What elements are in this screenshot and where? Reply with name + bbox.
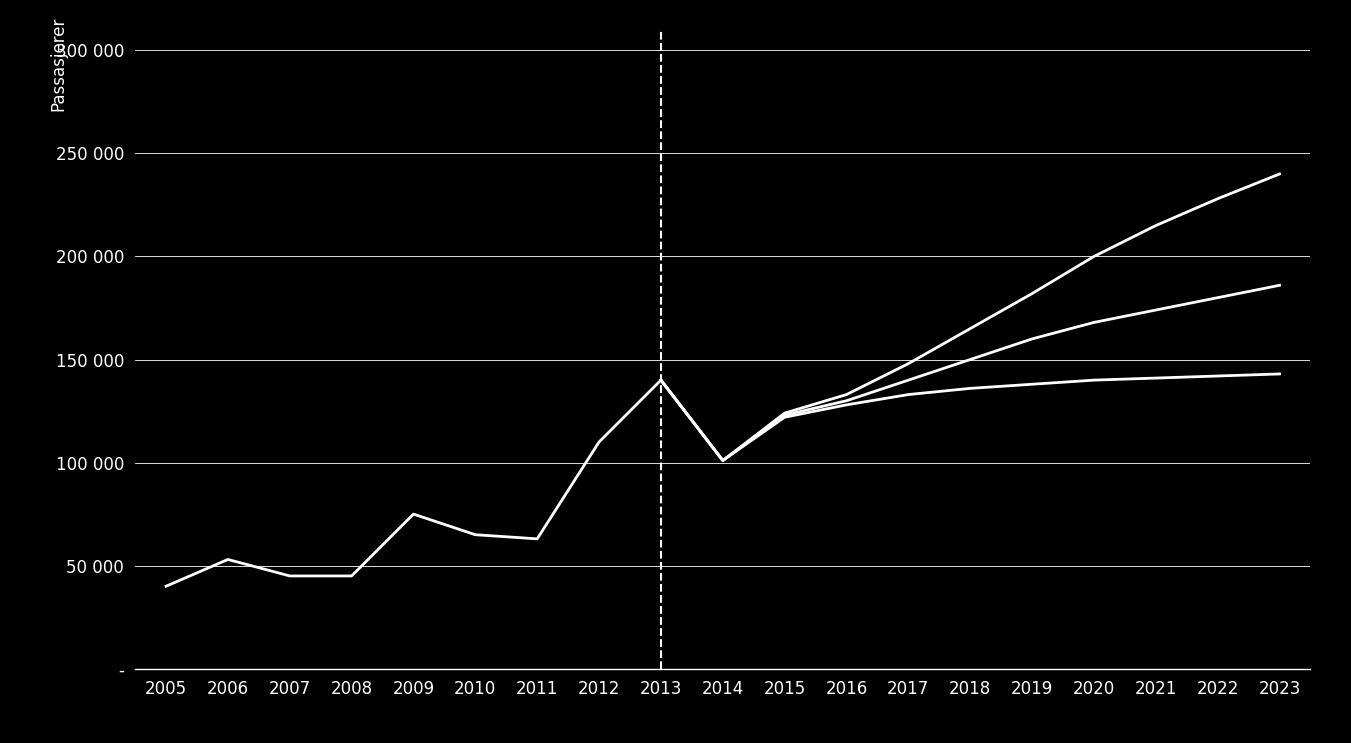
Text: Passasjerer: Passasjerer xyxy=(50,17,68,111)
